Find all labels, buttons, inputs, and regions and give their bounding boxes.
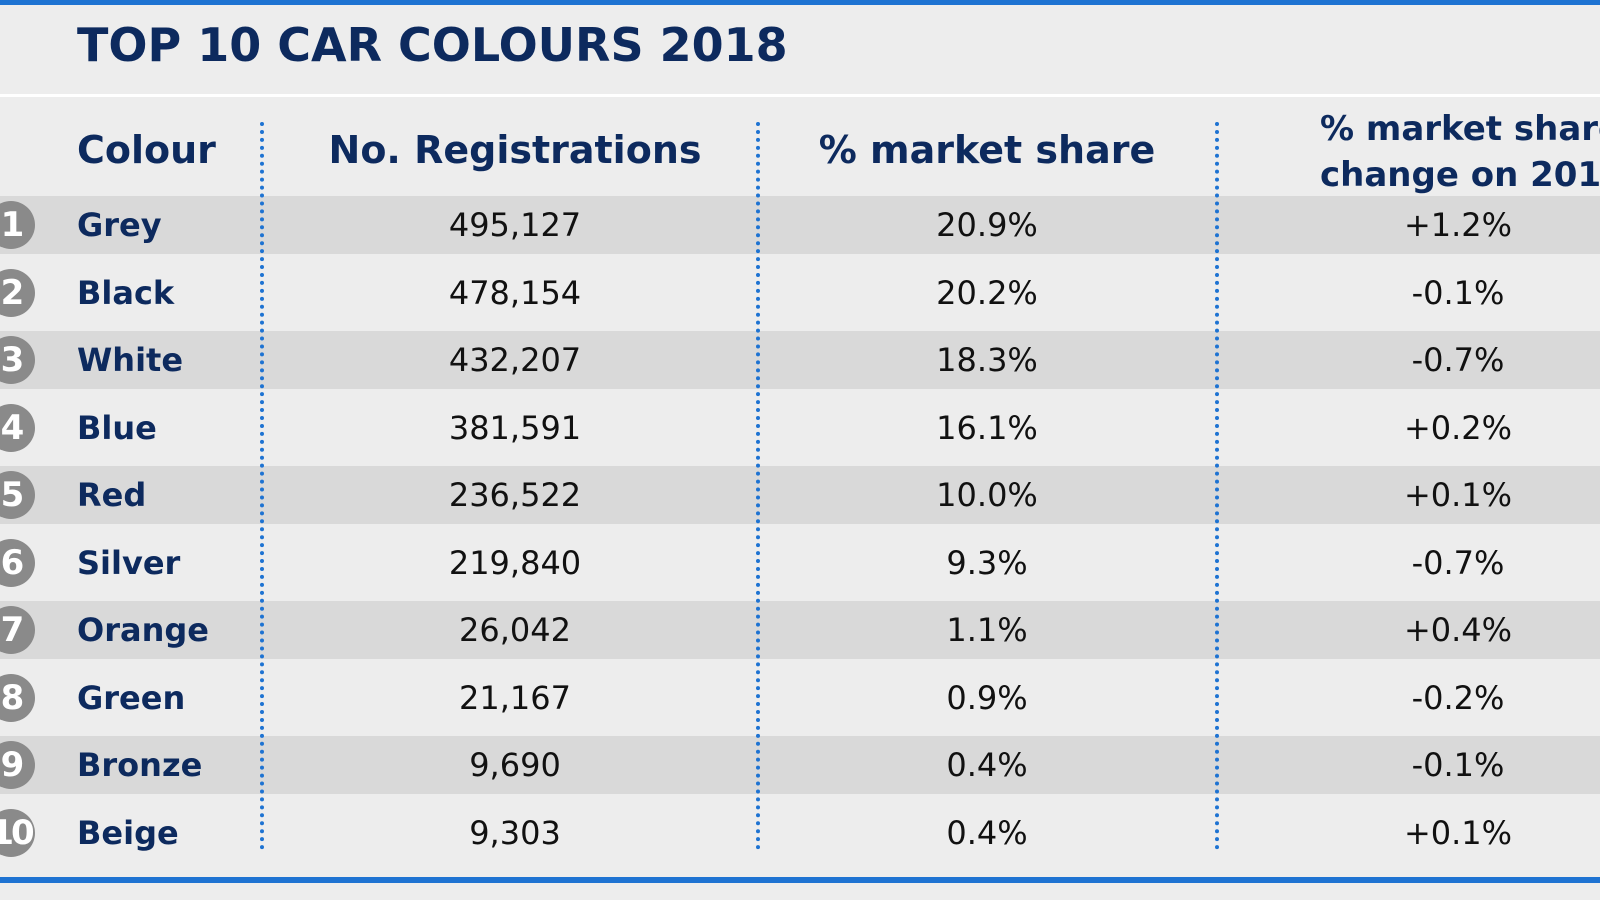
registrations-value: 478,154 (448, 273, 582, 312)
rank-badge: 5 (0, 471, 35, 519)
rank-badge: 3 (0, 336, 35, 384)
table-row: 8 Green 21,167 0.9% -0.2% (0, 669, 1600, 727)
rank-badge: 7 (0, 606, 35, 654)
colour-name: Beige (77, 813, 179, 852)
colour-name: Silver (77, 543, 181, 582)
column-divider (1215, 122, 1219, 850)
table-row: 2 Black 478,154 20.2% -0.1% (0, 264, 1600, 322)
table-row: 5 Red 236,522 10.0% +0.1% (0, 466, 1600, 524)
market-share-value: 0.4% (946, 813, 1028, 852)
colour-name: Black (77, 273, 175, 312)
colour-name: Orange (77, 611, 209, 649)
table-row: 3 White 432,207 18.3% -0.7% (0, 331, 1600, 389)
page-title: TOP 10 CAR COLOURS 2018 (77, 18, 788, 72)
share-change-value: -0.7% (1411, 341, 1505, 379)
registrations-value: 236,522 (448, 476, 582, 514)
header-colour: Colour (77, 128, 216, 172)
table-row: 1 Grey 495,127 20.9% +1.2% (0, 196, 1600, 254)
table-row: 4 Blue 381,591 16.1% +0.2% (0, 399, 1600, 457)
share-change-value: +0.4% (1403, 611, 1513, 649)
column-divider (756, 122, 760, 850)
market-share-value: 1.1% (946, 611, 1028, 649)
rank-badge: 8 (0, 673, 35, 722)
market-share-value: 20.2% (936, 273, 1038, 312)
market-share-value: 18.3% (936, 341, 1038, 379)
rank-badge: 4 (0, 403, 35, 452)
header-market-share: % market share (818, 128, 1156, 172)
rank-badge: 1 (0, 201, 35, 249)
registrations-value: 26,042 (459, 611, 571, 649)
table-row: 7 Orange 26,042 1.1% +0.4% (0, 601, 1600, 659)
market-share-value: 10.0% (936, 476, 1038, 514)
colour-name: Blue (77, 408, 157, 447)
share-change-value: -0.1% (1411, 273, 1505, 312)
share-change-value: -0.2% (1411, 678, 1505, 717)
colour-name: Green (77, 678, 186, 717)
colour-name: Grey (77, 206, 162, 244)
colour-name: White (77, 341, 184, 379)
registrations-value: 381,591 (448, 408, 582, 447)
header-share-change-line2: change on 2017 (1320, 155, 1600, 195)
share-change-value: -0.7% (1411, 543, 1505, 582)
market-share-value: 9.3% (946, 543, 1028, 582)
registrations-value: 432,207 (448, 341, 582, 379)
rank-badge: 2 (0, 268, 35, 317)
share-change-value: +1.2% (1403, 206, 1513, 244)
header-registrations: No. Registrations (328, 128, 702, 172)
share-change-value: -0.1% (1411, 746, 1505, 784)
share-change-value: +0.1% (1403, 813, 1513, 852)
registrations-value: 21,167 (459, 678, 571, 717)
registrations-value: 495,127 (448, 206, 582, 244)
market-share-value: 20.9% (936, 206, 1038, 244)
table-row: 6 Silver 219,840 9.3% -0.7% (0, 534, 1600, 592)
registrations-value: 9,303 (469, 813, 561, 852)
market-share-value: 0.9% (946, 678, 1028, 717)
market-share-value: 16.1% (936, 408, 1038, 447)
market-share-value: 0.4% (946, 746, 1028, 784)
header-share-change: % market share change on 2017 (1320, 106, 1600, 198)
table-row: 10 Beige 9,303 0.4% +0.1% (0, 804, 1600, 862)
rank-badge: 6 (0, 538, 35, 587)
column-divider (260, 122, 264, 850)
table-row: 9 Bronze 9,690 0.4% -0.1% (0, 736, 1600, 794)
colour-name: Bronze (77, 746, 203, 784)
rank-badge: 10 (0, 808, 35, 857)
registrations-value: 219,840 (448, 543, 582, 582)
header-share-change-line1: % market share (1320, 109, 1600, 149)
share-change-value: +0.2% (1403, 408, 1513, 447)
bottom-accent-bar (0, 877, 1600, 883)
registrations-value: 9,690 (469, 746, 561, 784)
share-change-value: +0.1% (1403, 476, 1513, 514)
title-divider (0, 94, 1600, 97)
colour-name: Red (77, 476, 147, 514)
rank-badge: 9 (0, 741, 35, 789)
top-accent-bar (0, 0, 1600, 5)
